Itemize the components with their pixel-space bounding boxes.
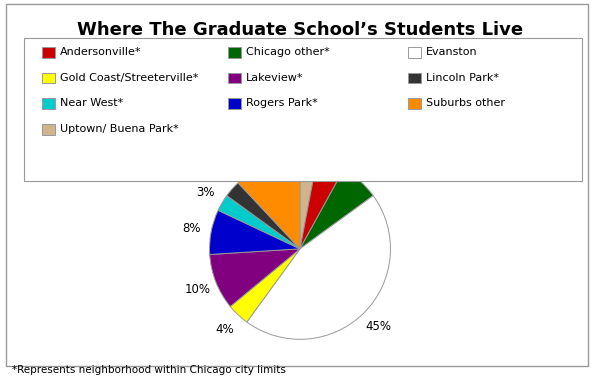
Text: 10%: 10% [184, 283, 211, 296]
Text: Gold Coast/Streeterville*: Gold Coast/Streeterville* [60, 73, 199, 83]
Text: Evanston: Evanston [426, 47, 478, 57]
Wedge shape [209, 249, 300, 307]
Text: Rogers Park*: Rogers Park* [246, 98, 318, 108]
Text: 3%: 3% [196, 186, 214, 199]
Wedge shape [218, 196, 300, 249]
Wedge shape [247, 196, 391, 339]
Wedge shape [227, 183, 300, 249]
Text: 45%: 45% [365, 320, 391, 333]
Wedge shape [300, 158, 317, 249]
Text: Lincoln Park*: Lincoln Park* [426, 73, 499, 83]
Text: 4%: 4% [215, 323, 234, 336]
Text: Lakeview*: Lakeview* [246, 73, 304, 83]
Wedge shape [300, 160, 344, 249]
Text: 12%: 12% [247, 140, 272, 153]
Wedge shape [238, 158, 300, 249]
Text: *Represents neighborhood within Chicago city limits: *Represents neighborhood within Chicago … [12, 365, 286, 375]
Text: 3%: 3% [208, 169, 226, 182]
Text: Near West*: Near West* [60, 98, 123, 108]
Wedge shape [209, 210, 300, 254]
Text: Andersonville*: Andersonville* [60, 47, 142, 57]
Text: Suburbs other: Suburbs other [426, 98, 505, 108]
Text: 8%: 8% [182, 222, 201, 234]
Text: 7%: 7% [364, 159, 382, 173]
Text: 3%: 3% [301, 132, 320, 146]
Text: 5%: 5% [328, 138, 347, 152]
Text: Where The Graduate School’s Students Live: Where The Graduate School’s Students Liv… [77, 21, 523, 39]
Wedge shape [230, 249, 300, 322]
Text: Chicago other*: Chicago other* [246, 47, 330, 57]
Text: Uptown/ Buena Park*: Uptown/ Buena Park* [60, 124, 179, 134]
Wedge shape [300, 170, 373, 249]
